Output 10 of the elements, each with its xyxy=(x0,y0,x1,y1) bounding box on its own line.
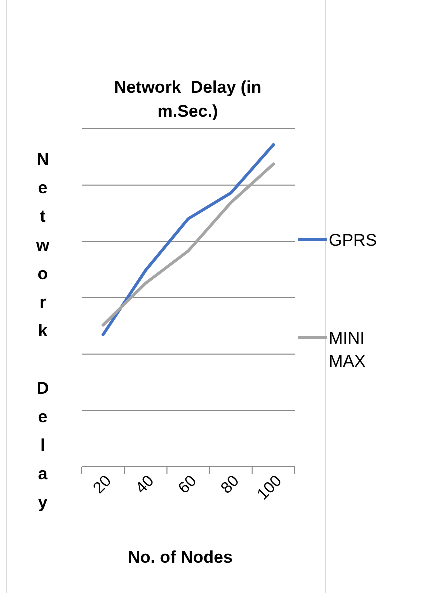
x-tick-label: 60 xyxy=(176,472,200,498)
text: Network Delay xyxy=(36,150,50,512)
chart-title: Network Delay (in m.Sec.) xyxy=(114,78,262,121)
legend-label: GPRS xyxy=(329,231,378,250)
x-tick-label: 40 xyxy=(133,472,158,498)
x-tick-label: 20 xyxy=(90,472,116,498)
x-axis-title: No. of Nodes xyxy=(128,548,233,567)
x-tick-label: 80 xyxy=(218,472,243,498)
legend-label: MINI MAX xyxy=(329,329,366,371)
x-tick-label: 100 xyxy=(254,472,286,504)
